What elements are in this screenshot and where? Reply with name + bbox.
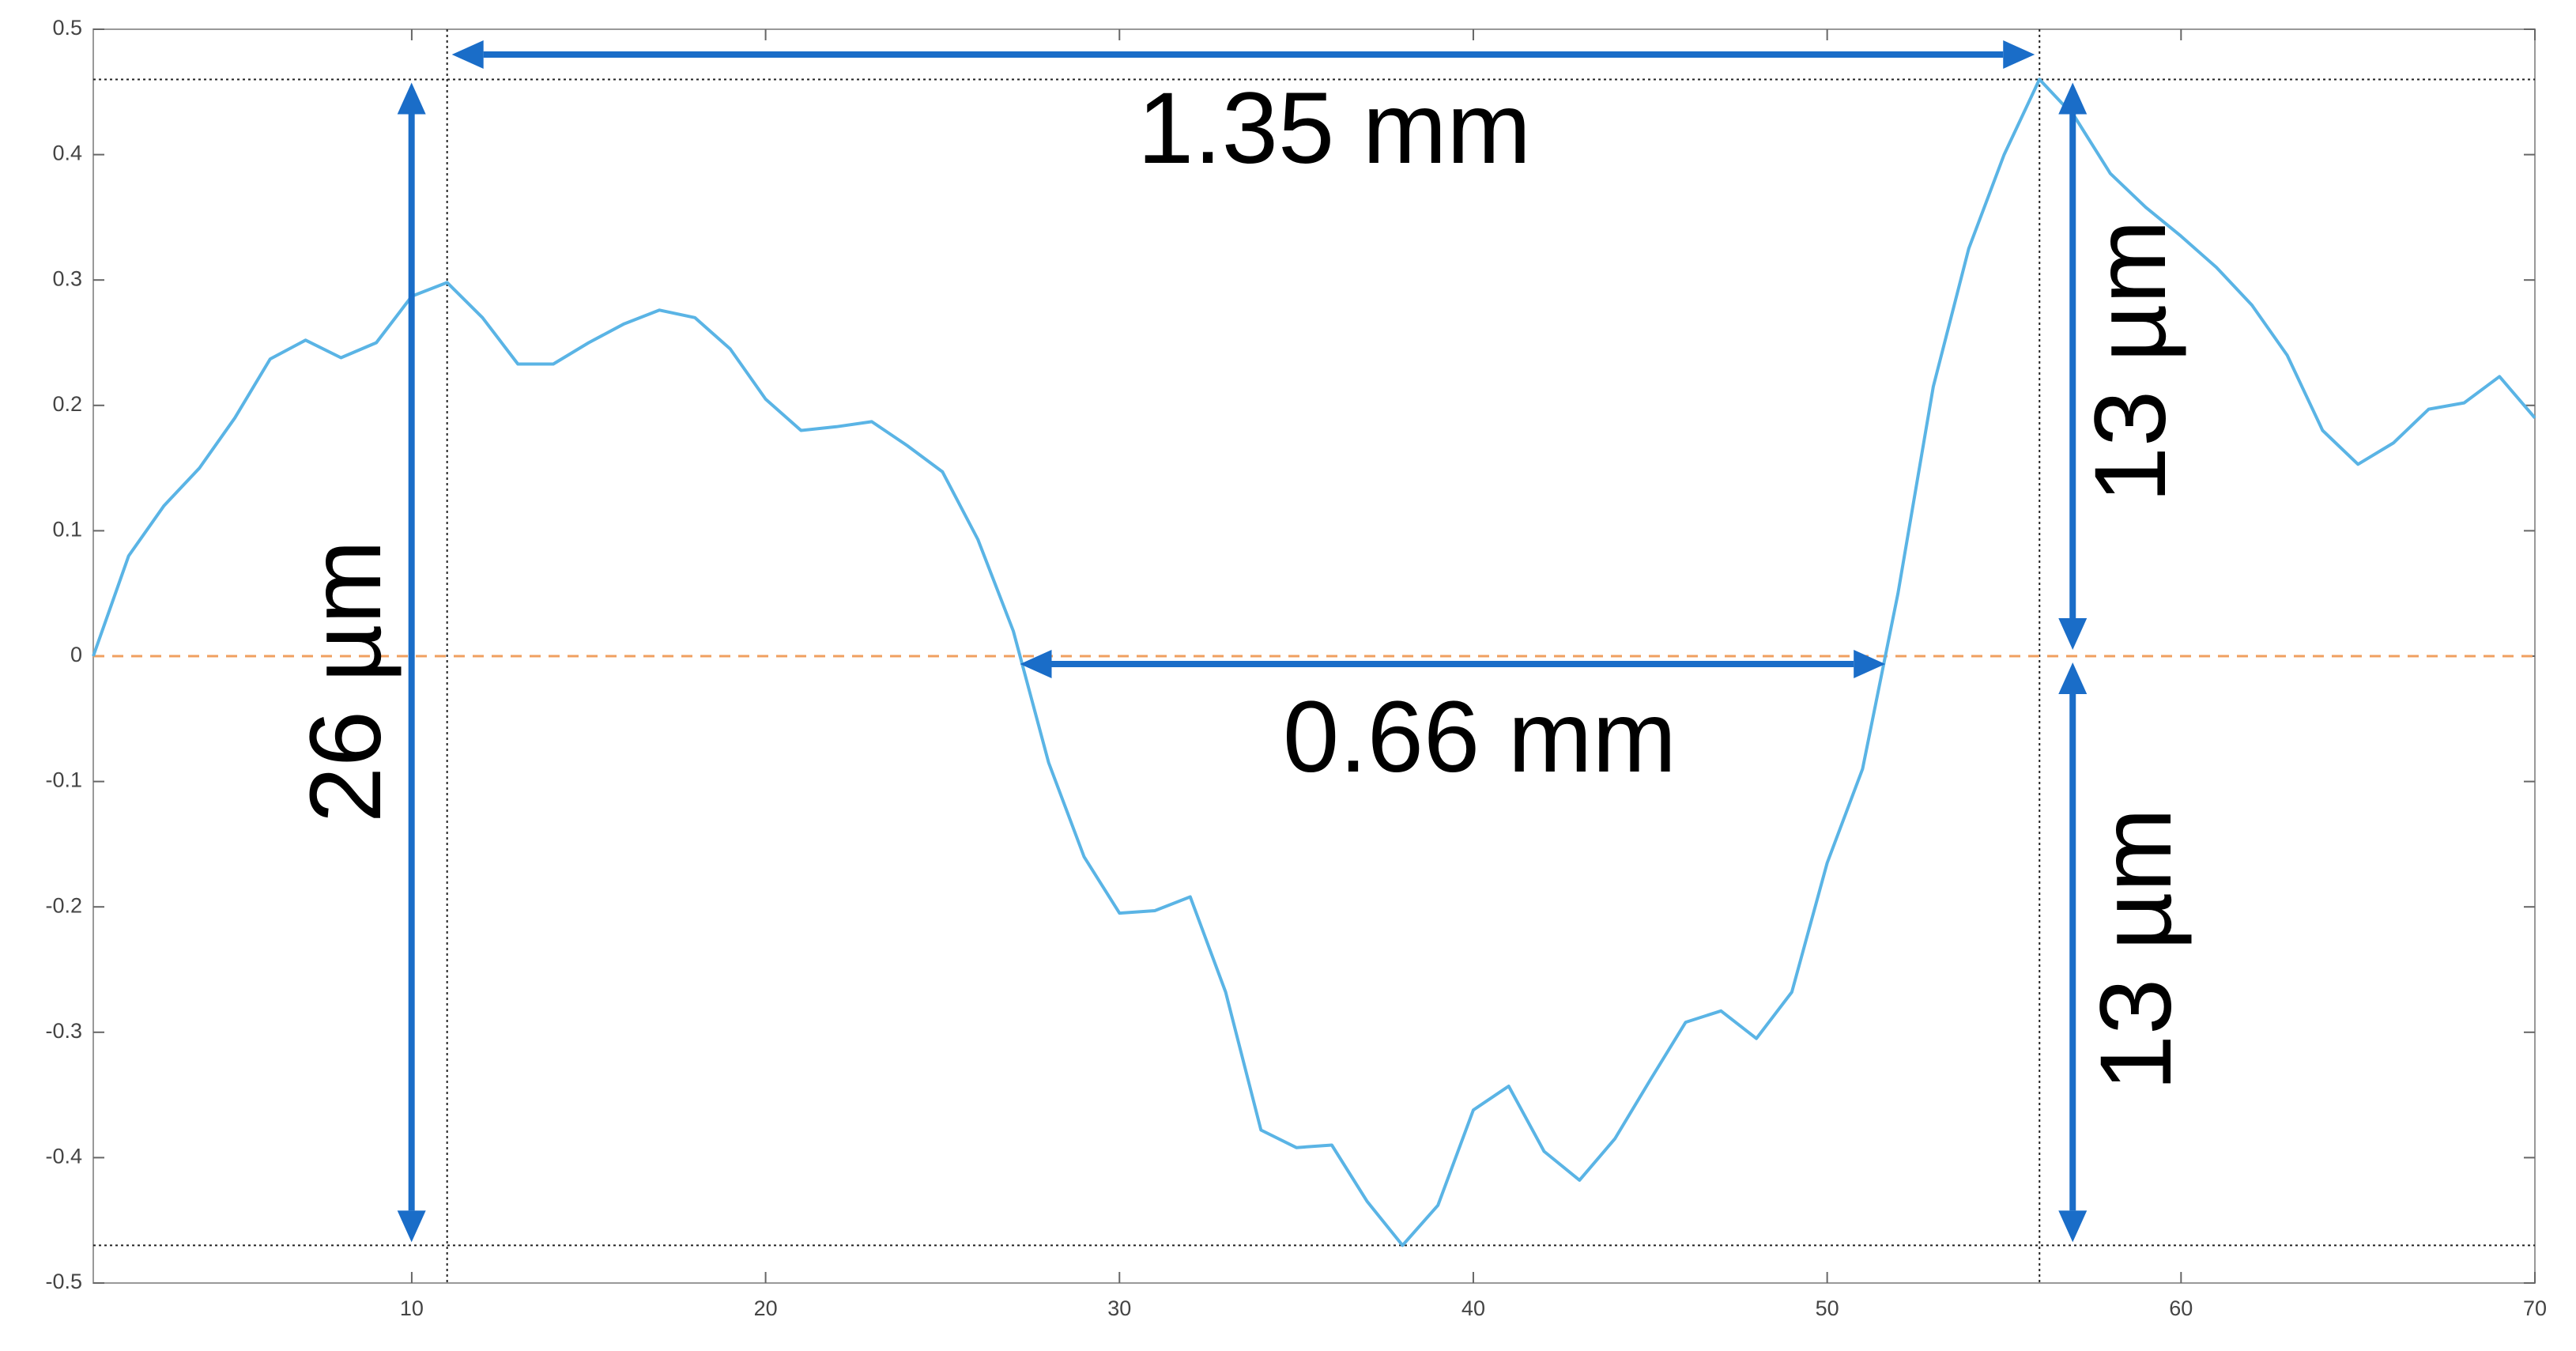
dimension-arrow — [1020, 650, 1886, 678]
arrow-head — [1020, 650, 1052, 678]
y-tick-label: 0.2 — [52, 392, 82, 416]
dimension-arrow — [397, 82, 426, 1243]
y-tick-label: 0 — [70, 643, 82, 666]
arrow-head — [2058, 82, 2088, 115]
dimension-arrow — [2058, 82, 2088, 650]
y-tick-label: 0.1 — [52, 518, 82, 542]
y-tick-label: 0.3 — [52, 266, 82, 290]
dimension-arrow — [451, 40, 2035, 69]
y-tick-label: -0.2 — [45, 893, 82, 917]
x-tick-label: 30 — [1107, 1296, 1131, 1320]
arrow-head — [2003, 40, 2035, 69]
x-tick-label: 10 — [400, 1296, 424, 1320]
x-tick-label: 70 — [2523, 1296, 2547, 1320]
y-tick-label: 0.5 — [52, 16, 82, 40]
dimension-arrow — [2058, 662, 2088, 1243]
arrow-head — [397, 1210, 426, 1243]
y-tick-label: -0.5 — [45, 1270, 82, 1293]
y-tick-label: -0.4 — [45, 1145, 82, 1168]
arrow-head — [2058, 618, 2088, 650]
x-tick-label: 20 — [754, 1296, 778, 1320]
annotation: 13 µm — [2080, 808, 2193, 1091]
arrow-head — [2058, 1210, 2088, 1243]
data-line — [92, 77, 2536, 1247]
arrow-head — [1854, 650, 1886, 678]
y-tick-label: -0.1 — [45, 768, 82, 792]
arrow-head — [2058, 662, 2088, 694]
x-tick-label: 60 — [2169, 1296, 2193, 1320]
annotation: 1.35 mm — [1137, 72, 1531, 185]
x-tick-label: 40 — [1461, 1296, 1485, 1320]
y-tick-label: -0.3 — [45, 1019, 82, 1043]
annotation: 0.66 mm — [1283, 681, 1676, 794]
arrow-head — [397, 82, 426, 115]
x-tick-label: 50 — [1816, 1296, 1839, 1320]
y-tick-label: 0.4 — [52, 142, 82, 165]
arrow-head — [451, 40, 484, 69]
annotation: 26 µm — [289, 540, 402, 823]
plot-layer: -0.5 -0.4 -0.3 -0.2 -0.1 0 0.1 0.2 0.3 0.4 0.5 10 20… — [45, 16, 2547, 1320]
annotation: 13 µm — [2074, 220, 2187, 503]
